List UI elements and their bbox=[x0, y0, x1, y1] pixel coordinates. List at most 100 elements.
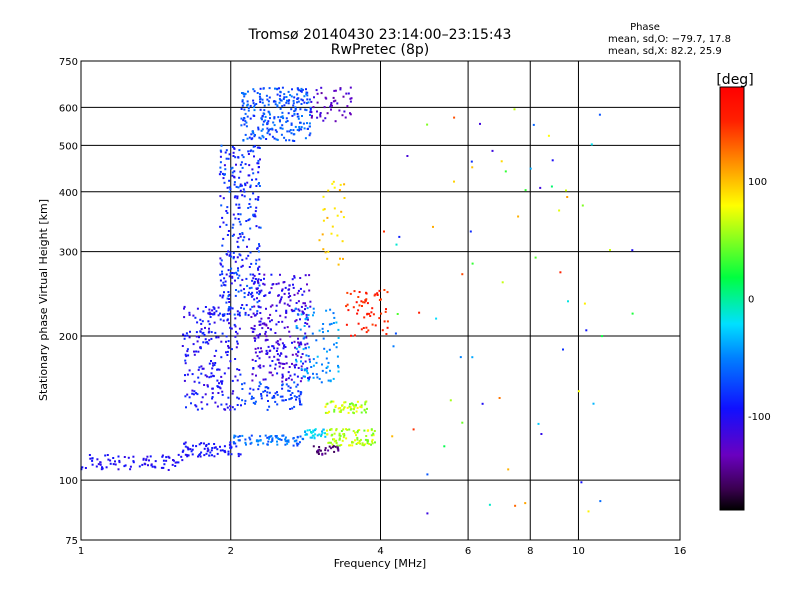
data-point bbox=[312, 429, 315, 432]
data-point bbox=[226, 212, 229, 214]
data-point bbox=[352, 407, 355, 410]
data-point bbox=[273, 355, 276, 358]
data-point bbox=[208, 311, 211, 314]
data-point bbox=[223, 449, 226, 452]
data-point bbox=[300, 360, 302, 363]
data-point bbox=[217, 314, 220, 317]
data-point bbox=[220, 259, 223, 262]
data-point bbox=[336, 214, 339, 217]
data-point bbox=[318, 329, 321, 332]
data-point bbox=[258, 284, 261, 287]
data-point bbox=[262, 136, 265, 139]
data-point bbox=[281, 387, 284, 390]
data-point bbox=[199, 455, 202, 458]
data-point bbox=[262, 282, 265, 285]
data-point bbox=[268, 356, 271, 359]
data-point bbox=[270, 371, 273, 374]
data-point bbox=[204, 374, 207, 377]
data-point bbox=[368, 443, 371, 445]
data-point bbox=[296, 128, 299, 131]
data-point bbox=[303, 290, 306, 293]
data-point bbox=[286, 130, 289, 133]
data-point bbox=[297, 337, 299, 340]
data-point bbox=[276, 105, 279, 108]
data-point bbox=[237, 269, 240, 272]
data-point bbox=[280, 99, 283, 102]
data-point bbox=[327, 189, 330, 192]
data-point bbox=[132, 461, 135, 464]
data-point bbox=[321, 363, 323, 366]
data-point bbox=[237, 213, 240, 216]
data-point bbox=[301, 115, 303, 117]
data-point bbox=[299, 380, 302, 383]
data-point bbox=[318, 377, 321, 380]
data-point bbox=[285, 309, 288, 312]
data-point bbox=[221, 313, 224, 316]
y-tick-label: 750 bbox=[59, 57, 78, 68]
data-point bbox=[274, 87, 276, 90]
data-point bbox=[281, 86, 284, 89]
data-point bbox=[227, 346, 230, 349]
data-point bbox=[214, 362, 217, 364]
data-point bbox=[264, 294, 267, 297]
data-point bbox=[338, 410, 341, 413]
data-point bbox=[199, 347, 202, 350]
data-point bbox=[246, 284, 249, 287]
data-point bbox=[253, 115, 256, 117]
data-point bbox=[459, 356, 462, 359]
data-point bbox=[353, 406, 356, 409]
data-point bbox=[308, 289, 311, 292]
data-point bbox=[236, 396, 239, 399]
data-point bbox=[312, 311, 315, 314]
data-point bbox=[238, 206, 241, 209]
data-point bbox=[244, 402, 246, 405]
data-point bbox=[285, 362, 288, 365]
data-point bbox=[198, 443, 201, 446]
data-point bbox=[235, 203, 238, 206]
data-point bbox=[298, 394, 301, 397]
data-point bbox=[238, 220, 241, 223]
data-point bbox=[265, 335, 268, 338]
data-point bbox=[251, 395, 253, 398]
data-point bbox=[236, 195, 239, 198]
data-point bbox=[355, 403, 357, 406]
data-point bbox=[248, 287, 251, 290]
data-point bbox=[295, 326, 298, 329]
data-point bbox=[225, 301, 228, 304]
data-point bbox=[338, 444, 341, 447]
data-point bbox=[184, 353, 187, 356]
data-point bbox=[257, 126, 260, 129]
data-point bbox=[241, 154, 244, 157]
data-point bbox=[219, 195, 222, 198]
data-point bbox=[189, 330, 191, 333]
data-point bbox=[308, 98, 311, 101]
data-point bbox=[310, 436, 313, 439]
data-point bbox=[257, 267, 259, 270]
data-point bbox=[256, 247, 259, 250]
data-point bbox=[288, 330, 291, 333]
data-point bbox=[303, 95, 306, 98]
data-point bbox=[259, 158, 261, 161]
data-point bbox=[235, 289, 237, 291]
data-point bbox=[250, 262, 253, 265]
data-point bbox=[256, 439, 259, 442]
data-point bbox=[279, 90, 282, 93]
data-point bbox=[299, 121, 301, 124]
data-point bbox=[192, 393, 195, 396]
data-point bbox=[326, 411, 329, 414]
data-point bbox=[590, 143, 593, 146]
data-point bbox=[279, 362, 282, 365]
data-point bbox=[294, 366, 296, 369]
data-point bbox=[192, 314, 195, 317]
data-point bbox=[207, 449, 210, 452]
data-point bbox=[289, 386, 292, 389]
data-point bbox=[211, 387, 214, 390]
data-point bbox=[360, 404, 363, 407]
y-tick-label: 100 bbox=[59, 476, 78, 487]
data-point bbox=[228, 293, 231, 296]
data-point bbox=[266, 443, 269, 446]
data-point bbox=[342, 257, 344, 260]
data-point bbox=[251, 379, 254, 382]
data-point bbox=[293, 276, 296, 279]
